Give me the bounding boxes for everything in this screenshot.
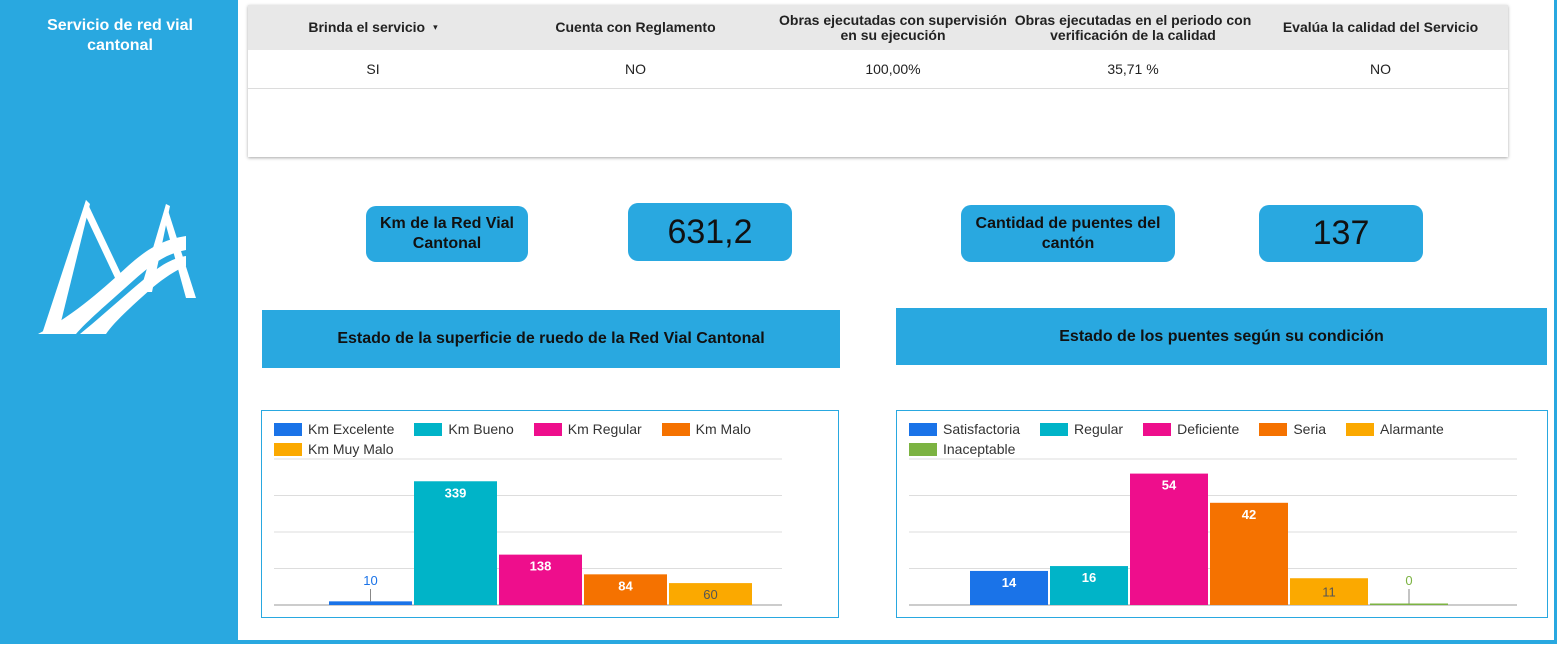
bar[interactable] — [499, 554, 582, 605]
table-cell: NO — [625, 61, 646, 77]
legend-label: Inaceptable — [943, 441, 1016, 457]
table-cell: 100,00% — [865, 61, 921, 77]
road-bridge-icon — [38, 200, 196, 334]
legend-swatch — [1040, 422, 1069, 436]
bridge-chart-plot: 14 16 54 42 11 0 — [909, 458, 1517, 606]
data-label: 54 — [1162, 478, 1177, 493]
legend-label: Regular — [1074, 421, 1124, 437]
legend-item[interactable]: Seria — [1259, 421, 1326, 437]
legend-label: Km Malo — [695, 421, 751, 437]
data-label: 60 — [703, 587, 717, 602]
legend-swatch — [909, 422, 937, 436]
bar[interactable] — [669, 583, 752, 605]
column-header-reglamento[interactable]: Cuenta con Reglamento — [555, 19, 716, 35]
legend-item[interactable]: Km Malo — [661, 421, 751, 437]
km-value: 631,2 — [628, 203, 792, 261]
legend-item[interactable]: Regular — [1040, 421, 1123, 437]
data-label: 84 — [618, 578, 633, 593]
legend-row: Inaceptable — [909, 439, 1464, 459]
main-panel: Brinda el servicio ▾ Cuenta con Reglamen… — [238, 0, 1554, 640]
data-label: 14 — [1002, 575, 1017, 590]
data-label: 0 — [1405, 573, 1412, 588]
bridge-condition-chart: Satisfactoria Regular Deficiente Seria Alarm… — [896, 410, 1548, 618]
bar[interactable] — [329, 601, 412, 605]
sort-down-icon[interactable]: ▾ — [433, 22, 438, 32]
road-condition-chart: Km Excelente Km Bueno Km Regular Km Malo Km … — [261, 410, 839, 618]
legend-item[interactable]: Km Muy Malo — [274, 441, 394, 457]
legend-label: Km Muy Malo — [308, 441, 394, 457]
km-label: Km de la Red Vial Cantonal — [366, 206, 528, 262]
table-cell: SI — [366, 61, 380, 77]
bar[interactable] — [584, 574, 667, 605]
bar[interactable] — [1210, 502, 1288, 605]
chart-legend: Km Excelente Km Bueno Km Regular Km Malo Km … — [274, 419, 771, 459]
legend-swatch — [1346, 422, 1375, 436]
bridges-label: Cantidad de puentes del cantón — [961, 205, 1175, 262]
legend-swatch — [909, 442, 937, 456]
sidebar-title: Servicio de red vial cantonal — [47, 17, 193, 54]
data-label: 16 — [1082, 570, 1096, 585]
legend-swatch — [414, 422, 443, 436]
chart-legend: Satisfactoria Regular Deficiente Seria Alarm… — [909, 419, 1464, 459]
footer-strip — [0, 644, 1563, 659]
bridge-chart-header: Estado de los puentes según su condición — [896, 308, 1547, 365]
legend-item[interactable]: Deficiente — [1143, 421, 1239, 437]
bar[interactable] — [1370, 603, 1448, 606]
legend-label: Km Regular — [567, 421, 642, 437]
legend-swatch — [1259, 422, 1288, 436]
column-header-brinda[interactable]: Brinda el servicio ▾ — [308, 19, 438, 35]
legend-swatch — [274, 442, 302, 456]
column-header-verificacion[interactable]: Obras ejecutadas en el periodo con verif… — [1014, 11, 1252, 43]
legend-item[interactable]: Km Regular — [533, 421, 642, 437]
legend-item[interactable]: Alarmante — [1346, 421, 1444, 437]
legend-row: Km Muy Malo — [274, 439, 771, 459]
data-label: 138 — [530, 559, 552, 574]
legend-label: Km Excelente — [308, 421, 395, 437]
bridges-value: 137 — [1259, 205, 1423, 262]
data-label: 339 — [445, 485, 467, 500]
column-header-supervision[interactable]: Obras ejecutadas con supervisión en su e… — [779, 11, 1007, 43]
legend-label: Seria — [1293, 421, 1327, 437]
legend-item[interactable]: Satisfactoria — [909, 421, 1020, 437]
column-header-calidad[interactable]: Evalúa la calidad del Servicio — [1282, 19, 1479, 35]
legend-item[interactable]: Inaceptable — [909, 441, 1015, 457]
legend-row: Satisfactoria Regular Deficiente Seria Alarm… — [909, 419, 1464, 439]
legend-item[interactable]: Km Excelente — [274, 421, 394, 437]
road-chart-header: Estado de la superficie de ruedo de la R… — [262, 310, 840, 368]
legend-item[interactable]: Km Bueno — [414, 421, 514, 437]
data-label: 10 — [363, 573, 377, 588]
service-table: Brinda el servicio ▾ Cuenta con Reglamen… — [248, 5, 1508, 157]
data-label: 42 — [1242, 507, 1256, 522]
bar[interactable] — [970, 570, 1048, 605]
legend-label: Deficiente — [1177, 421, 1240, 437]
table-cell: NO — [1370, 61, 1391, 77]
legend-label: Alarmante — [1380, 421, 1444, 437]
legend-swatch — [661, 422, 690, 436]
bar[interactable] — [1050, 566, 1128, 605]
table-header: Brinda el servicio ▾ Cuenta con Reglamen… — [248, 5, 1508, 50]
table-row: SI NO 100,00% 35,71 % NO — [248, 50, 1508, 89]
data-label: 11 — [1322, 585, 1336, 600]
bar[interactable] — [1290, 578, 1368, 605]
legend-swatch — [274, 422, 302, 436]
legend-row: Km Excelente Km Bueno Km Regular Km Malo — [274, 419, 771, 439]
legend-swatch — [533, 422, 562, 436]
road-chart-plot: 10 339 138 84 60 — [274, 458, 782, 606]
legend-label: Km Bueno — [448, 421, 514, 437]
table-cell: 35,71 % — [1107, 61, 1159, 77]
bar[interactable] — [414, 481, 497, 605]
legend-label: Satisfactoria — [943, 421, 1021, 437]
legend-swatch — [1143, 422, 1172, 436]
bar[interactable] — [1130, 473, 1208, 605]
